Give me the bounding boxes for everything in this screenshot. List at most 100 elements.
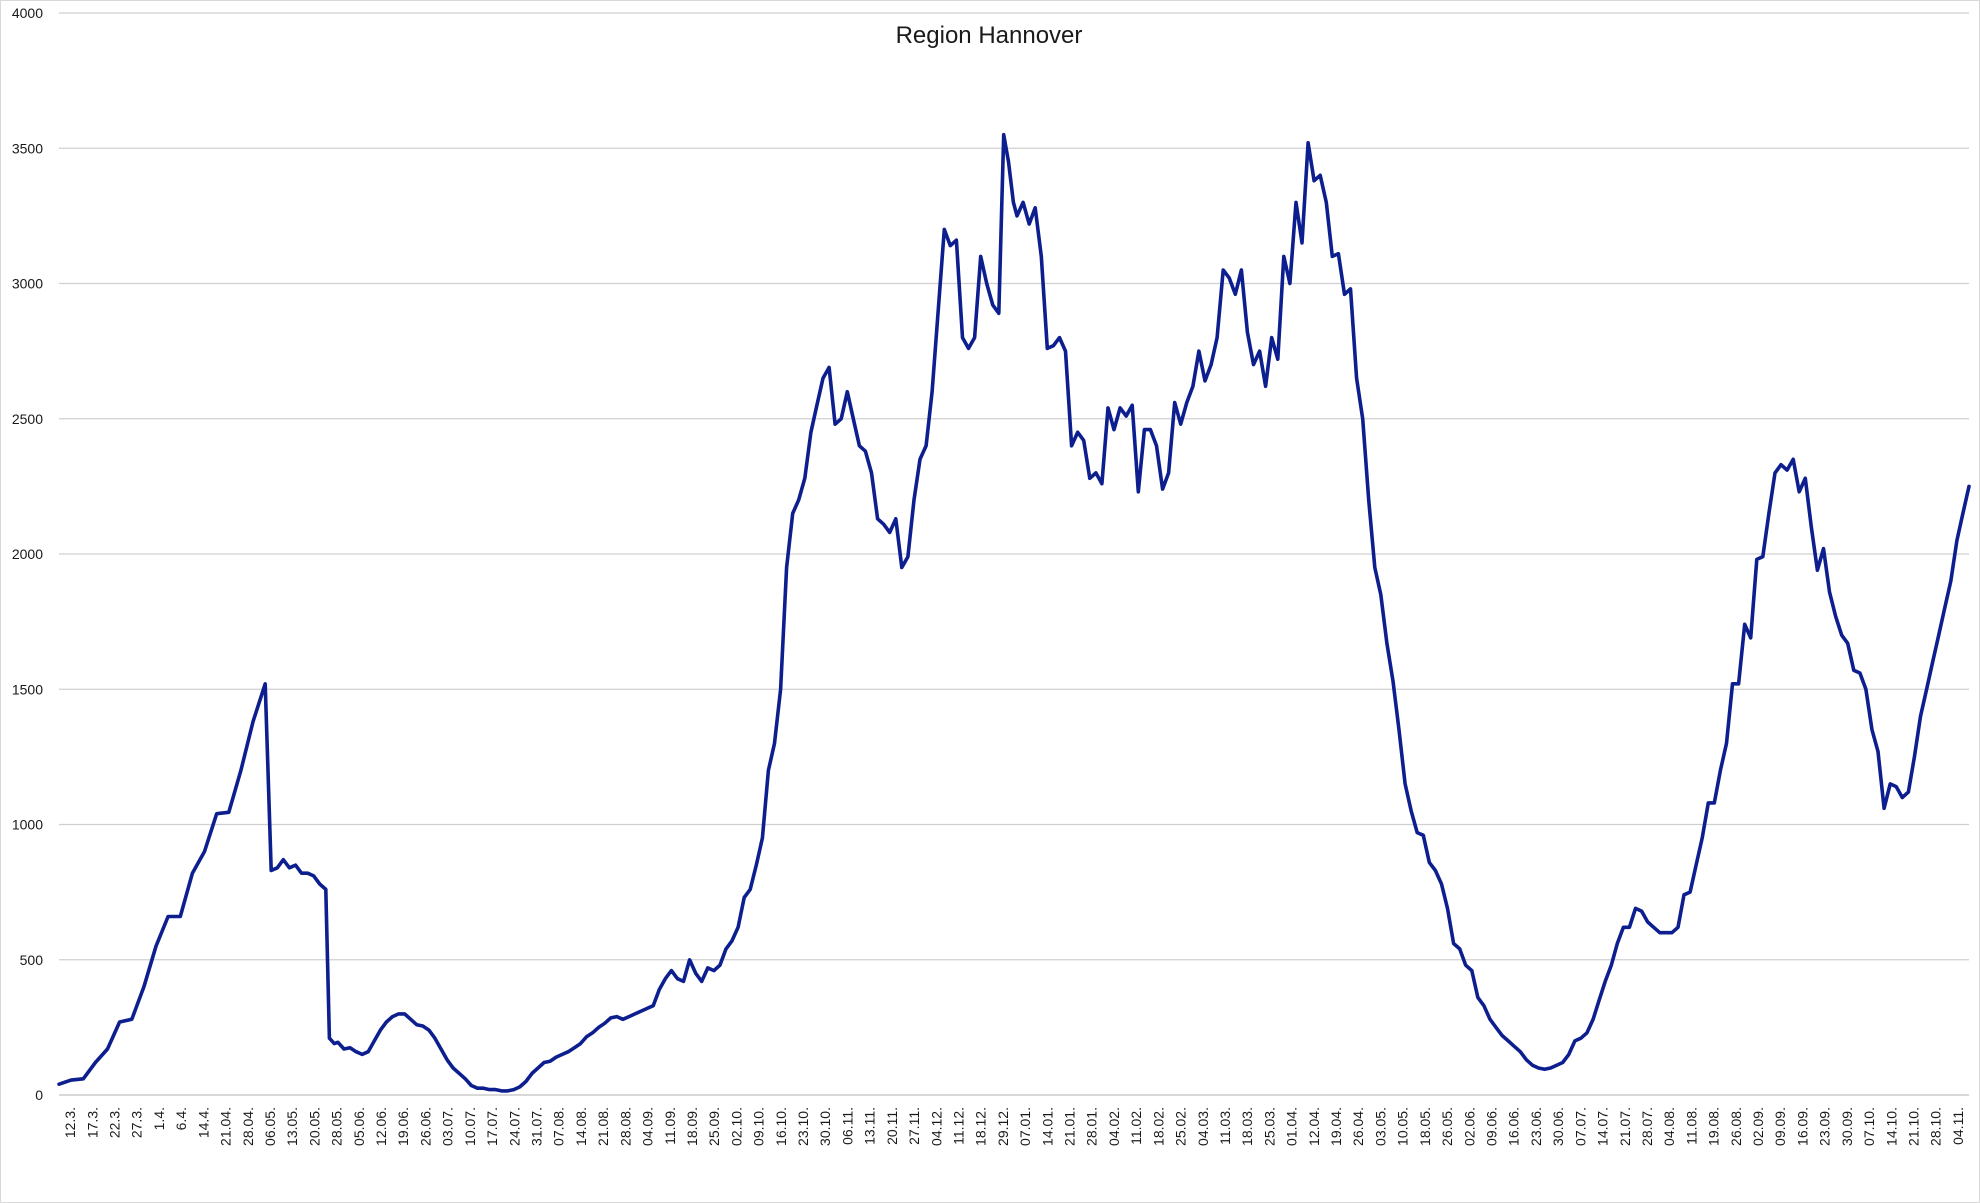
- x-tick-label: 19.06.: [395, 1107, 411, 1146]
- x-tick-label: 20.05.: [306, 1107, 322, 1146]
- x-tick-label: 22.3.: [107, 1107, 123, 1138]
- x-tick-label: 25.09.: [706, 1107, 722, 1146]
- x-tick-label: 23.09.: [1817, 1107, 1833, 1146]
- x-tick-label: 28.05.: [329, 1107, 345, 1146]
- x-tick-label: 18.12.: [973, 1107, 989, 1146]
- x-tick-label: 04.08.: [1661, 1107, 1677, 1146]
- x-tick-label: 09.06.: [1484, 1107, 1500, 1146]
- x-tick-label: 23.10.: [795, 1107, 811, 1146]
- x-tick-label: 14.01.: [1039, 1107, 1055, 1146]
- y-tick-label: 500: [20, 952, 44, 968]
- x-tick-label: 09.10.: [751, 1107, 767, 1146]
- x-tick-label: 27.3.: [129, 1107, 145, 1138]
- x-tick-label: 12.04.: [1306, 1107, 1322, 1146]
- x-tick-label: 11.12.: [950, 1107, 966, 1145]
- x-tick-label: 06.05.: [262, 1107, 278, 1146]
- x-tick-label: 28.07.: [1639, 1107, 1655, 1146]
- x-tick-label: 14.07.: [1595, 1107, 1611, 1146]
- x-tick-label: 07.07.: [1572, 1107, 1588, 1146]
- x-tick-label: 10.05.: [1395, 1107, 1411, 1146]
- x-tick-label: 17.07.: [484, 1107, 500, 1146]
- x-tick-label: 11.02.: [1128, 1107, 1144, 1145]
- x-tick-label: 18.02.: [1150, 1107, 1166, 1146]
- y-tick-label: 4000: [12, 5, 43, 21]
- series: [57, 132, 1971, 1093]
- x-tick-label: 25.02.: [1173, 1107, 1189, 1146]
- x-tick-label: 28.10.: [1928, 1107, 1944, 1146]
- x-tick-label: 21.10.: [1905, 1107, 1921, 1146]
- x-axis: 12.3. 17.3. 22.3. 27.3. 1.4. 6.4. 14.4. 21.04. 2…: [62, 1107, 1966, 1146]
- x-tick-label: 03.07.: [440, 1107, 456, 1146]
- x-tick-label: 1.4.: [151, 1107, 167, 1130]
- x-tick-label: 29.12.: [995, 1107, 1011, 1146]
- x-tick-label: 16.06.: [1506, 1107, 1522, 1146]
- x-tick-label: 04.11.: [1950, 1107, 1966, 1145]
- x-tick-label: 31.07.: [529, 1107, 545, 1146]
- x-tick-label: 21.04.: [218, 1107, 234, 1146]
- x-tick-label: 11.03.: [1217, 1107, 1233, 1145]
- x-tick-label: 12.06.: [373, 1107, 389, 1146]
- y-axis: 0 500 1000 1500 2000 2500 3000 3500 4000: [12, 5, 43, 1103]
- x-tick-label: 18.03.: [1239, 1107, 1255, 1146]
- x-tick-label: 26.04.: [1350, 1107, 1366, 1146]
- x-tick-label: 19.08.: [1706, 1107, 1722, 1146]
- x-tick-label: 30.09.: [1839, 1107, 1855, 1146]
- x-tick-label: 25.03.: [1261, 1107, 1277, 1146]
- x-tick-label: 06.11.: [839, 1107, 855, 1145]
- y-tick-label: 3000: [12, 276, 43, 292]
- x-tick-label: 18.05.: [1417, 1107, 1433, 1146]
- x-tick-label: 28.04.: [240, 1107, 256, 1146]
- x-tick-label: 24.07.: [506, 1107, 522, 1146]
- gridlines: [59, 12, 1969, 1096]
- x-tick-label: 07.01.: [1017, 1107, 1033, 1146]
- x-tick-label: 13.05.: [284, 1107, 300, 1146]
- x-tick-label: 23.06.: [1528, 1107, 1544, 1146]
- x-tick-label: 21.07.: [1617, 1107, 1633, 1146]
- x-tick-label: 04.03.: [1195, 1107, 1211, 1146]
- x-tick-label: 12.3.: [62, 1107, 78, 1138]
- y-tick-label: 2500: [12, 411, 43, 427]
- x-tick-label: 05.06.: [351, 1107, 367, 1146]
- x-tick-label: 03.05.: [1372, 1107, 1388, 1146]
- x-tick-label: 18.09.: [684, 1107, 700, 1146]
- series-line: [57, 132, 1971, 1093]
- x-tick-label: 30.06.: [1550, 1107, 1566, 1146]
- x-tick-label: 04.12.: [928, 1107, 944, 1146]
- x-tick-label: 21.01.: [1062, 1107, 1078, 1146]
- x-tick-label: 04.09.: [640, 1107, 656, 1146]
- x-tick-label: 30.10.: [817, 1107, 833, 1146]
- x-tick-label: 02.10.: [728, 1107, 744, 1146]
- x-tick-label: 17.3.: [84, 1107, 100, 1138]
- x-tick-label: 02.09.: [1750, 1107, 1766, 1146]
- x-tick-label: 11.08.: [1683, 1107, 1699, 1145]
- x-tick-label: 28.01.: [1084, 1107, 1100, 1146]
- x-tick-label: 11.09.: [662, 1107, 678, 1145]
- x-tick-label: 09.09.: [1772, 1107, 1788, 1146]
- chart-title: Region Hannover: [896, 22, 1083, 49]
- x-tick-label: 19.04.: [1328, 1107, 1344, 1146]
- y-tick-label: 1000: [12, 817, 43, 833]
- x-tick-label: 21.08.: [595, 1107, 611, 1146]
- x-tick-label: 07.10.: [1861, 1107, 1877, 1146]
- x-tick-label: 16.09.: [1794, 1107, 1810, 1146]
- x-tick-label: 14.08.: [573, 1107, 589, 1146]
- x-tick-label: 16.10.: [773, 1107, 789, 1146]
- x-tick-label: 14.4.: [195, 1107, 211, 1138]
- x-tick-label: 14.10.: [1883, 1107, 1899, 1146]
- x-tick-label: 02.06.: [1461, 1107, 1477, 1146]
- y-tick-label: 3500: [12, 140, 43, 156]
- x-tick-label: 26.06.: [417, 1107, 433, 1146]
- x-tick-label: 20.11.: [884, 1107, 900, 1145]
- y-tick-label: 0: [35, 1087, 43, 1103]
- y-tick-label: 1500: [12, 681, 43, 697]
- x-tick-label: 07.08.: [551, 1107, 567, 1146]
- x-tick-label: 26.08.: [1728, 1107, 1744, 1146]
- x-tick-label: 01.04.: [1284, 1107, 1300, 1146]
- x-tick-label: 26.05.: [1439, 1107, 1455, 1146]
- x-tick-label: 6.4.: [173, 1107, 189, 1130]
- x-tick-label: 10.07.: [462, 1107, 478, 1146]
- x-tick-label: 27.11.: [906, 1107, 922, 1145]
- x-tick-label: 04.02.: [1106, 1107, 1122, 1146]
